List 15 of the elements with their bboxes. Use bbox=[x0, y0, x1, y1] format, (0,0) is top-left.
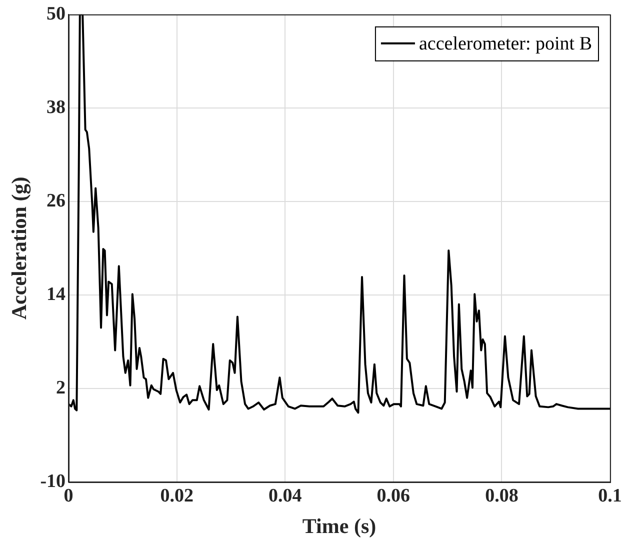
x-tick-label: 0.06 bbox=[376, 485, 410, 506]
x-axis-title: Time (s) bbox=[302, 514, 376, 538]
y-tick-label: 2 bbox=[56, 377, 66, 398]
y-axis-title: Acceleration (g) bbox=[7, 176, 32, 320]
y-tick-label: 38 bbox=[46, 96, 66, 118]
x-tick-label: 0.1 bbox=[598, 485, 622, 506]
y-tick-label: 14 bbox=[46, 284, 66, 305]
x-tick-label: 0.04 bbox=[268, 485, 302, 506]
y-tick-label: 26 bbox=[46, 190, 66, 212]
x-tick-label: 0 bbox=[64, 485, 74, 506]
y-tick-label: 50 bbox=[46, 3, 66, 24]
y-tick-label: -10 bbox=[40, 470, 66, 492]
legend-label: accelerometer: point B bbox=[418, 33, 592, 54]
x-tick-label: 0.08 bbox=[485, 485, 518, 506]
x-tick-label: 0.02 bbox=[160, 485, 194, 506]
